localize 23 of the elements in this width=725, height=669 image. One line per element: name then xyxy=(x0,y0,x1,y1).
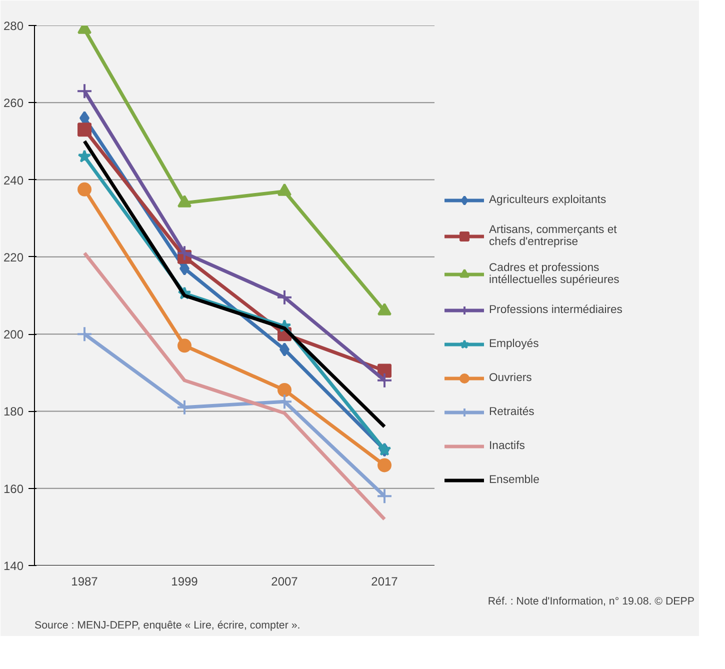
x-tick-label: 1987 xyxy=(71,574,98,588)
y-tick-label: 280 xyxy=(3,19,24,33)
y-tick-label: 160 xyxy=(3,482,24,496)
source-note: Source : MENJ-DEPP, enquête « Lire, écrire, compter ». xyxy=(34,620,300,632)
legend-label: Ouvriers xyxy=(489,372,532,384)
legend-label: Inactifs xyxy=(489,440,525,452)
y-tick-label: 180 xyxy=(3,404,24,419)
legend-label: Professions intermédiaires xyxy=(489,304,622,316)
legend-label: Agriculteurs exploitants xyxy=(489,194,606,206)
y-tick-label: 220 xyxy=(3,250,24,264)
x-tick-label: 2007 xyxy=(271,574,298,588)
y-tick-label: 260 xyxy=(3,96,24,110)
text: Réf. : Note d'Information, n° 19.08. © DEPP xyxy=(488,596,695,608)
y-tick-label: 140 xyxy=(3,559,24,573)
y-tick-label: 200 xyxy=(3,328,24,342)
legend-label: Retraités xyxy=(489,406,534,418)
x-tick-label: 1999 xyxy=(171,574,198,588)
legend-label: Ensemble xyxy=(489,474,540,486)
legend-label: Artisans, commerçants et chefs d'entreprise xyxy=(489,224,617,248)
legend-label: Employés xyxy=(489,338,539,350)
x-tick-label: 2017 xyxy=(371,574,398,588)
y-tick-label: 240 xyxy=(3,173,24,188)
legend-label: Cadres et professions intéllectuelles supérieures xyxy=(489,262,620,286)
